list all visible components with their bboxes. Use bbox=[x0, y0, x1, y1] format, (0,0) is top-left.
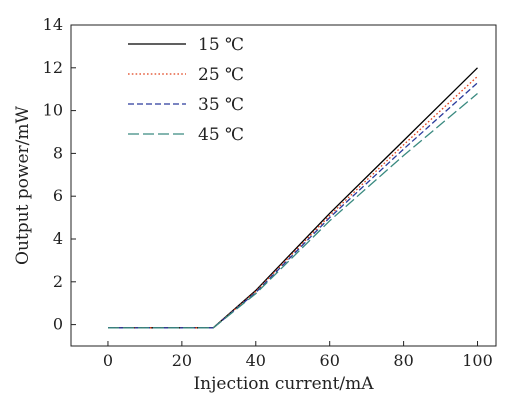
series-line-1 bbox=[108, 67, 478, 329]
legend-label: 15 ℃ bbox=[198, 35, 244, 55]
y-tick-label: 4 bbox=[53, 229, 63, 248]
x-tick-label: 0 bbox=[103, 351, 113, 370]
plot-frame bbox=[70, 24, 497, 347]
legend: 15 ℃ 25 ℃ 35 ℃ 45 ℃ bbox=[128, 35, 244, 145]
x-tick-label: 60 bbox=[320, 351, 340, 370]
y-tick-label: 8 bbox=[53, 143, 63, 162]
y-tick-label: 12 bbox=[43, 58, 63, 77]
series-line-4 bbox=[108, 93, 478, 329]
y-tick-label: 2 bbox=[53, 272, 63, 291]
y-tick-label: 6 bbox=[53, 186, 63, 205]
x-axis-title: Injection current/mA bbox=[193, 374, 374, 394]
x-tick-label: 80 bbox=[393, 351, 413, 370]
series-line-3 bbox=[108, 82, 478, 329]
axis-ticks: 0 20 40 60 80 100 0 2 4 6 8 10 12 14 bbox=[43, 15, 493, 370]
y-tick-label: 14 bbox=[43, 15, 63, 34]
legend-label: 35 ℃ bbox=[198, 95, 244, 115]
x-tick-label: 20 bbox=[172, 351, 192, 370]
x-tick-label: 100 bbox=[462, 351, 493, 370]
series-group bbox=[108, 67, 478, 329]
x-tick-label: 40 bbox=[246, 351, 266, 370]
legend-label: 25 ℃ bbox=[198, 65, 244, 85]
y-tick-label: 10 bbox=[43, 101, 63, 120]
series-line-2 bbox=[108, 75, 478, 329]
y-tick-label: 0 bbox=[53, 315, 63, 334]
y-axis-title: Output power/mW bbox=[13, 105, 33, 264]
legend-label: 45 ℃ bbox=[198, 125, 244, 145]
